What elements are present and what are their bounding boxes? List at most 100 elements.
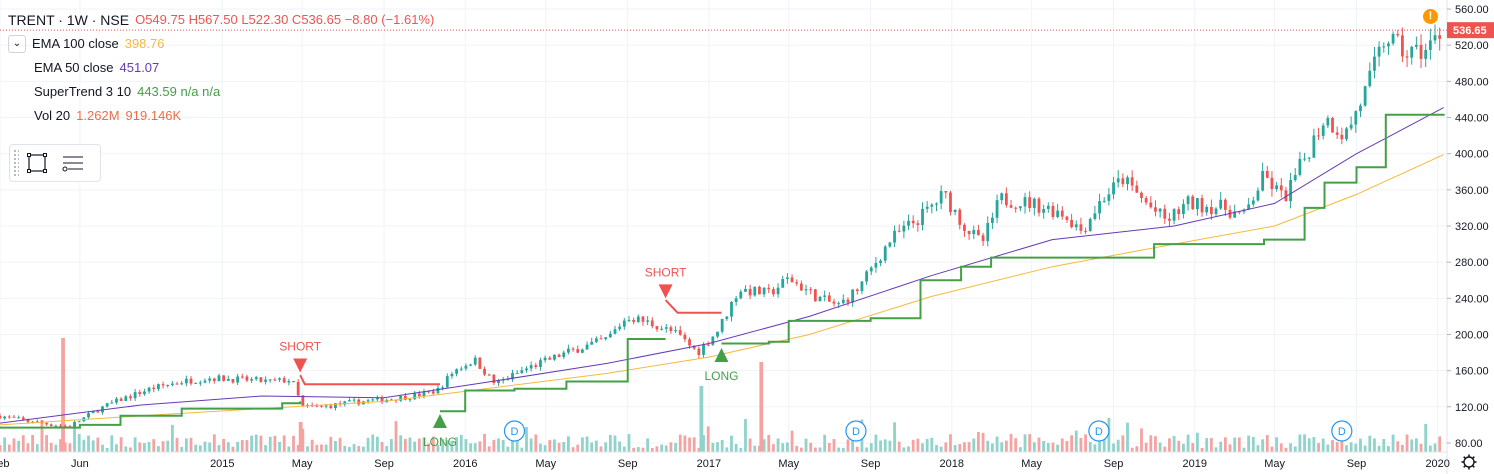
- short-signal-label: SHORT: [645, 265, 687, 279]
- volume-bar: [539, 443, 542, 452]
- candle-body: [646, 320, 650, 322]
- candle-body: [725, 316, 729, 319]
- candle-body: [799, 283, 803, 291]
- volume-bar: [1168, 438, 1171, 452]
- candle-body: [371, 399, 375, 401]
- volume-bar: [543, 445, 547, 452]
- volume-bar: [636, 447, 640, 452]
- candle-body: [1200, 198, 1204, 213]
- volume-bar: [576, 444, 580, 452]
- volume-bar: [403, 439, 407, 452]
- time-tick-label: May: [292, 458, 313, 470]
- drag-handle[interactable]: [13, 149, 19, 177]
- volume-bar: [925, 439, 929, 452]
- alert-icon[interactable]: !: [1423, 9, 1438, 24]
- volume-bar: [1107, 417, 1111, 452]
- candle-body: [567, 348, 570, 353]
- volume-bar: [1046, 443, 1050, 452]
- candle-body: [874, 263, 878, 268]
- volume-bar: [1284, 447, 1288, 452]
- candle-body: [264, 379, 267, 382]
- candle-body: [1135, 185, 1139, 193]
- candle-body: [818, 296, 822, 302]
- candle-body: [245, 376, 249, 381]
- candle-body: [669, 327, 673, 332]
- candle-body: [1116, 178, 1120, 183]
- candle-body: [1307, 157, 1311, 159]
- volume-bar: [152, 439, 156, 452]
- candle-body: [166, 385, 170, 387]
- candle-body: [96, 411, 100, 413]
- volume-bar: [1191, 443, 1195, 452]
- volume-bar: [1233, 437, 1237, 452]
- candle-body: [622, 320, 626, 327]
- chevron-down-icon[interactable]: ⌄: [8, 35, 26, 53]
- volume-bar: [837, 447, 841, 452]
- candle-body: [632, 319, 636, 322]
- candle-body: [492, 374, 496, 384]
- candle-body: [720, 318, 724, 332]
- legend-ema100[interactable]: ⌄ EMA 100 close 398.76: [8, 32, 440, 56]
- legend-ema50[interactable]: EMA 50 close 451.07: [8, 56, 440, 80]
- volume-bar: [0, 445, 2, 452]
- candle-body: [967, 230, 971, 235]
- candle-body: [315, 405, 319, 407]
- candle-body: [7, 416, 11, 418]
- candle-body: [497, 380, 500, 384]
- candle-body: [189, 378, 193, 384]
- volume-bar: [487, 446, 491, 452]
- price-tick-label: 280.00: [1455, 257, 1489, 269]
- candle-body: [744, 288, 747, 292]
- candle-body: [506, 379, 510, 381]
- candle-body: [1214, 208, 1218, 214]
- candle-body: [837, 303, 841, 305]
- volume-bar: [436, 444, 440, 452]
- volume-bar: [1373, 438, 1376, 452]
- signal-markers: SHORT LONG SHORT LONG: [279, 265, 738, 449]
- volume-bar: [1326, 444, 1330, 452]
- volume-bar: [883, 439, 887, 452]
- volume-bar: [427, 443, 431, 452]
- volume-bar: [739, 447, 743, 452]
- candle-body: [520, 370, 524, 373]
- volume-bar: [1331, 440, 1334, 452]
- volume-bar: [944, 442, 948, 452]
- volume-bar: [529, 438, 533, 452]
- candle-body: [1331, 118, 1334, 133]
- candle-body: [991, 217, 994, 223]
- volume-bar: [664, 445, 668, 452]
- object-tree-icon[interactable]: [55, 147, 91, 179]
- candle-body: [124, 396, 128, 402]
- volume-bar: [641, 447, 645, 452]
- volume-bar: [296, 445, 300, 452]
- legend-supertrend[interactable]: SuperTrend 3 10 443.59 n/a n/a: [8, 80, 440, 104]
- volume-bar: [1414, 438, 1418, 452]
- candle-body: [897, 230, 901, 232]
- candle-body: [1289, 180, 1292, 202]
- candle-body: [767, 287, 771, 290]
- volume-bar: [329, 436, 333, 452]
- symbol-title: TRENT · 1W · NSE: [8, 12, 130, 28]
- volume-bar: [534, 434, 538, 452]
- volume-bar: [781, 443, 785, 452]
- candle-body: [1177, 209, 1181, 215]
- volume-bar: [91, 440, 95, 452]
- legend-volume[interactable]: Vol 20 1.262M 919.146K: [8, 104, 440, 128]
- candle-body: [63, 425, 67, 427]
- volume-bar: [1368, 435, 1372, 452]
- candle-body: [580, 349, 584, 353]
- gear-icon[interactable]: [1461, 454, 1477, 470]
- candle-body: [1126, 177, 1129, 185]
- volume-bar: [1014, 438, 1018, 452]
- candle-body: [1102, 200, 1106, 202]
- volume-bar: [1121, 435, 1125, 452]
- long-signal-marker: [714, 348, 729, 363]
- ema50-label: EMA 50 close: [34, 60, 114, 75]
- candle-body: [273, 379, 277, 381]
- symbol-row: TRENT · 1W · NSE O549.75 H567.50 L522.30…: [8, 8, 440, 32]
- rectangle-select-icon[interactable]: [19, 147, 55, 179]
- volume-bar: [1018, 447, 1022, 452]
- volume-bar: [813, 447, 817, 452]
